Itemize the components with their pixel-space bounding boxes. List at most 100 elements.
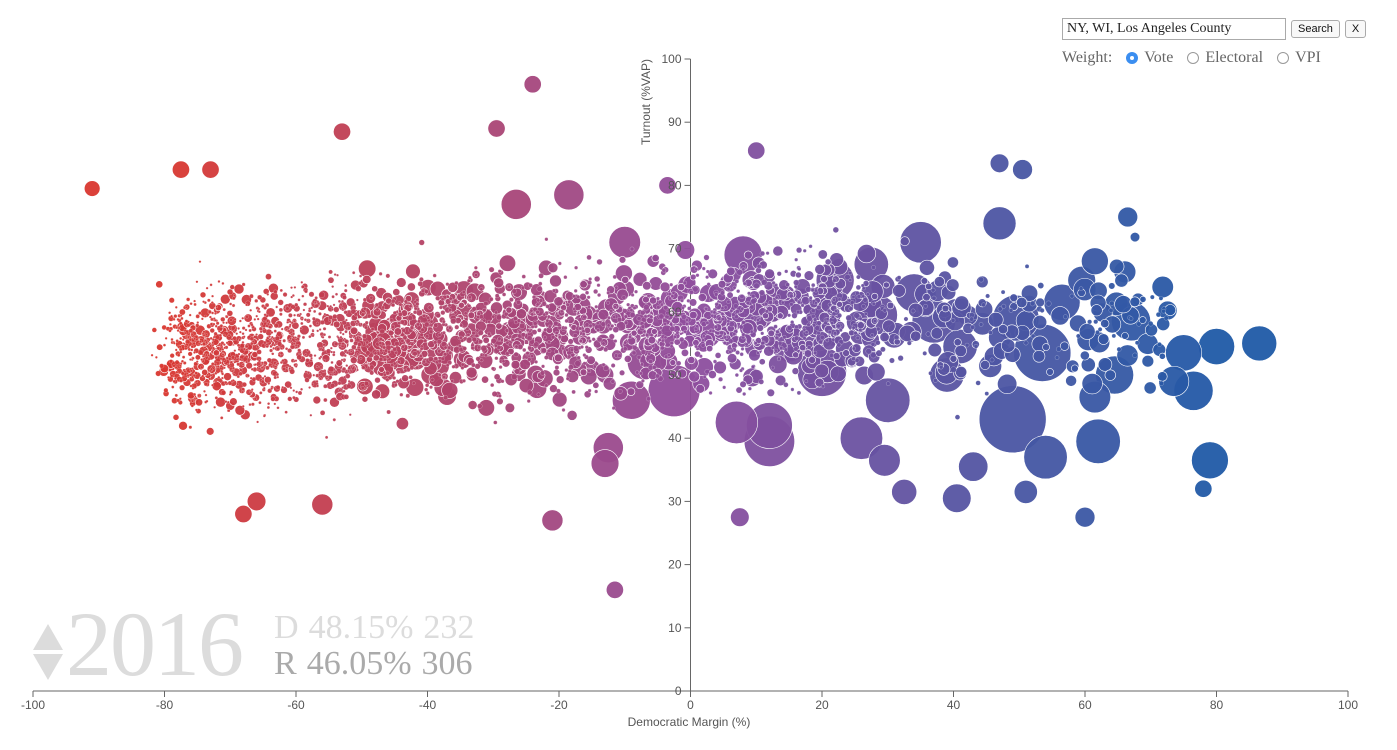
data-point[interactable] <box>708 391 713 395</box>
data-point[interactable] <box>651 344 656 348</box>
data-point[interactable] <box>588 277 592 281</box>
data-point[interactable] <box>188 425 193 429</box>
data-point[interactable] <box>207 353 211 357</box>
data-point[interactable] <box>372 354 380 362</box>
data-point[interactable] <box>280 347 283 350</box>
data-point[interactable] <box>274 367 277 370</box>
data-point[interactable] <box>290 295 293 299</box>
data-point[interactable] <box>697 293 707 302</box>
data-point[interactable] <box>201 160 220 179</box>
data-point[interactable] <box>953 338 962 347</box>
data-point[interactable] <box>930 287 936 293</box>
data-point[interactable] <box>242 335 246 339</box>
data-point[interactable] <box>694 267 699 272</box>
data-point[interactable] <box>287 348 292 353</box>
data-point[interactable] <box>222 333 226 337</box>
data-point[interactable] <box>401 328 406 333</box>
data-point[interactable] <box>250 367 254 371</box>
data-point[interactable] <box>925 331 931 337</box>
data-point[interactable] <box>814 288 818 293</box>
data-point[interactable] <box>862 280 870 287</box>
data-point[interactable] <box>1037 282 1045 290</box>
data-point[interactable] <box>510 359 521 370</box>
data-point[interactable] <box>335 292 338 296</box>
data-point[interactable] <box>771 281 776 285</box>
data-point[interactable] <box>663 335 668 340</box>
data-point[interactable] <box>689 310 698 320</box>
data-point[interactable] <box>597 308 610 321</box>
data-point[interactable] <box>250 388 254 391</box>
data-point[interactable] <box>776 312 784 320</box>
data-point[interactable] <box>925 282 933 291</box>
data-point[interactable] <box>685 318 689 322</box>
data-point[interactable] <box>505 306 513 314</box>
data-point[interactable] <box>249 308 253 312</box>
data-point[interactable] <box>383 357 387 362</box>
data-point[interactable] <box>739 352 744 357</box>
data-point[interactable] <box>910 308 916 314</box>
data-point[interactable] <box>190 348 194 352</box>
data-point[interactable] <box>576 355 581 360</box>
data-point[interactable] <box>419 354 423 358</box>
data-point[interactable] <box>445 363 450 368</box>
data-point[interactable] <box>642 281 652 291</box>
data-point[interactable] <box>183 370 187 373</box>
data-point[interactable] <box>288 320 292 324</box>
data-point[interactable] <box>332 350 336 354</box>
data-point[interactable] <box>209 374 213 377</box>
data-point[interactable] <box>657 330 663 335</box>
data-point[interactable] <box>508 334 513 339</box>
data-point[interactable] <box>579 280 588 289</box>
data-point[interactable] <box>315 321 319 325</box>
data-point[interactable] <box>1097 357 1113 372</box>
data-point[interactable] <box>365 350 371 356</box>
data-point[interactable] <box>433 322 439 328</box>
data-point[interactable] <box>1100 318 1110 329</box>
data-point[interactable] <box>285 347 289 351</box>
data-point[interactable] <box>853 312 860 319</box>
data-point[interactable] <box>297 298 301 302</box>
data-point[interactable] <box>1012 159 1033 180</box>
data-point[interactable] <box>942 483 972 513</box>
data-point[interactable] <box>677 283 686 292</box>
data-point[interactable] <box>411 381 416 385</box>
data-point[interactable] <box>1241 325 1278 362</box>
data-point[interactable] <box>443 395 448 401</box>
data-point[interactable] <box>931 295 937 301</box>
data-point[interactable] <box>514 344 519 349</box>
data-point[interactable] <box>308 386 311 389</box>
data-point[interactable] <box>476 311 481 316</box>
data-point[interactable] <box>474 273 478 277</box>
data-point[interactable] <box>273 402 277 406</box>
data-point[interactable] <box>223 366 226 370</box>
data-point[interactable] <box>268 335 271 339</box>
data-point[interactable] <box>870 342 876 347</box>
data-point[interactable] <box>263 364 267 368</box>
data-point[interactable] <box>882 319 896 333</box>
data-point[interactable] <box>459 323 464 328</box>
data-point[interactable] <box>622 308 628 314</box>
data-point[interactable] <box>699 354 703 359</box>
data-point[interactable] <box>871 302 876 306</box>
data-point[interactable] <box>744 342 749 347</box>
data-point[interactable] <box>379 348 384 353</box>
data-point[interactable] <box>357 281 362 286</box>
data-point[interactable] <box>814 325 820 331</box>
data-point[interactable] <box>891 479 918 505</box>
data-point[interactable] <box>646 294 651 298</box>
data-point[interactable] <box>587 369 592 373</box>
data-point[interactable] <box>617 389 623 394</box>
data-point[interactable] <box>440 356 445 361</box>
data-point[interactable] <box>750 293 756 299</box>
data-point[interactable] <box>814 363 830 379</box>
data-point[interactable] <box>558 335 562 340</box>
data-point[interactable] <box>605 580 624 599</box>
data-point[interactable] <box>256 317 260 321</box>
data-point[interactable] <box>594 389 599 394</box>
data-point[interactable] <box>361 365 366 370</box>
data-point[interactable] <box>343 354 347 357</box>
data-point[interactable] <box>560 304 568 312</box>
data-point[interactable] <box>265 344 269 348</box>
data-point[interactable] <box>648 359 654 364</box>
data-point[interactable] <box>561 346 565 351</box>
